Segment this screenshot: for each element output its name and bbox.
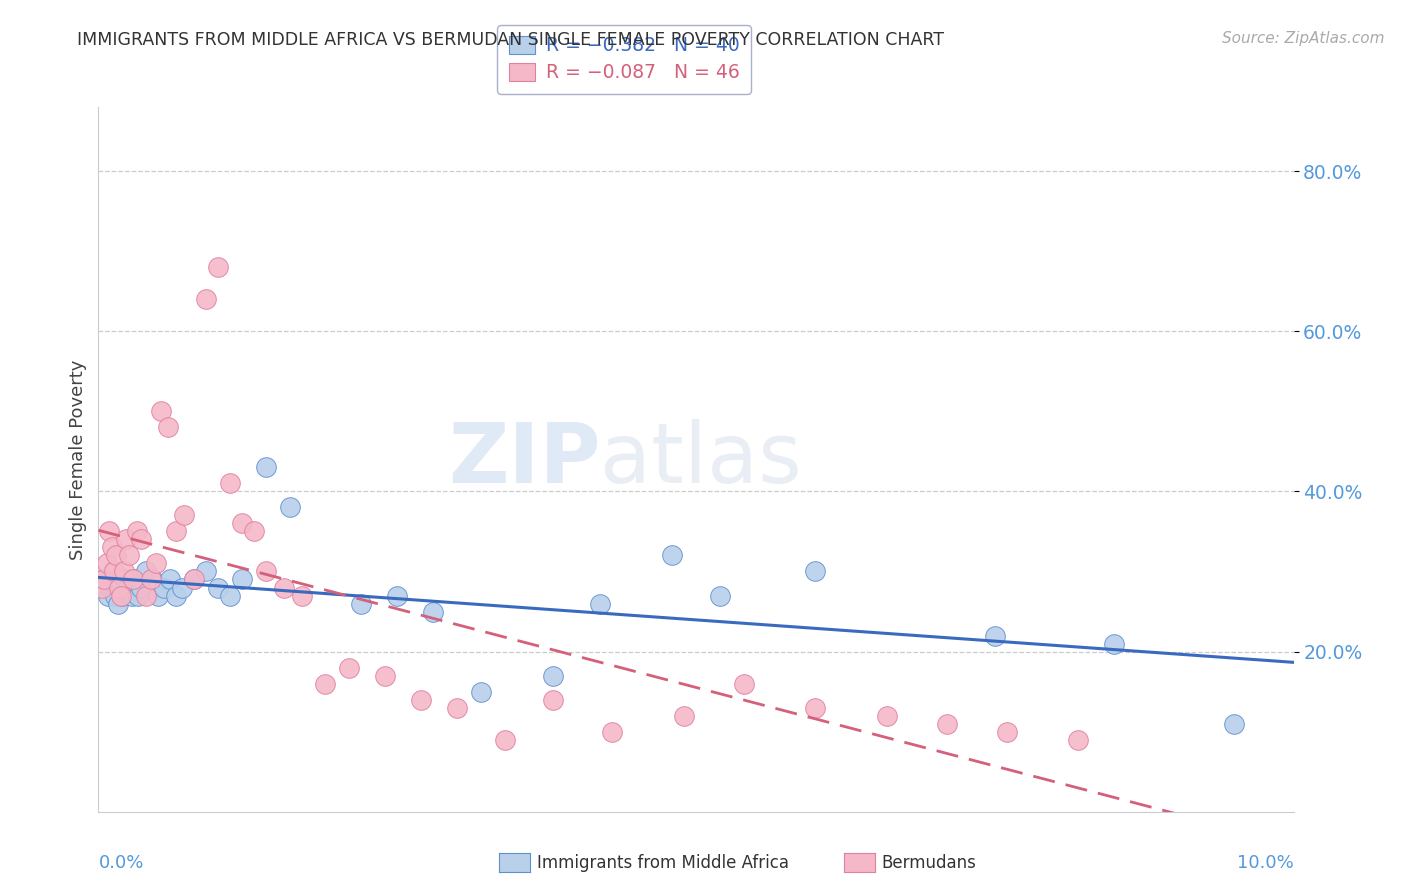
Text: ZIP: ZIP — [449, 419, 600, 500]
Point — [107, 597, 129, 611]
Point — [91, 581, 114, 595]
Point — [661, 549, 683, 563]
Point — [374, 668, 396, 682]
Point — [936, 716, 959, 731]
Point — [107, 581, 129, 595]
Point — [541, 692, 564, 706]
Point — [876, 708, 898, 723]
Text: Bermudans: Bermudans — [882, 854, 976, 871]
Point — [135, 565, 157, 579]
Point — [121, 589, 143, 603]
Point — [602, 724, 624, 739]
Point — [411, 692, 433, 706]
Point — [254, 460, 277, 475]
Point — [105, 549, 128, 563]
Text: 0.0%: 0.0% — [98, 854, 143, 872]
Point — [111, 589, 134, 603]
Point — [1104, 636, 1126, 650]
Point — [104, 589, 127, 603]
Point — [139, 573, 162, 587]
Point — [145, 557, 167, 571]
Point — [165, 589, 187, 603]
Point — [339, 660, 361, 674]
Point — [135, 589, 157, 603]
Point — [98, 524, 121, 539]
Point — [101, 565, 124, 579]
Point — [117, 581, 139, 595]
Point — [219, 589, 242, 603]
Point — [183, 573, 205, 587]
Point — [141, 573, 163, 587]
Point — [93, 573, 115, 587]
Point — [804, 700, 827, 714]
Point — [118, 549, 141, 563]
Point — [494, 732, 516, 747]
Y-axis label: Single Female Poverty: Single Female Poverty — [69, 359, 87, 559]
Point — [149, 404, 172, 418]
Point — [100, 541, 122, 555]
Point — [110, 589, 132, 603]
Point — [589, 597, 612, 611]
Text: 10.0%: 10.0% — [1237, 854, 1294, 872]
Text: IMMIGRANTS FROM MIDDLE AFRICA VS BERMUDAN SINGLE FEMALE POVERTY CORRELATION CHAR: IMMIGRANTS FROM MIDDLE AFRICA VS BERMUDA… — [77, 31, 945, 49]
Point — [96, 557, 118, 571]
Point — [115, 533, 138, 547]
Point — [153, 581, 176, 595]
Point — [278, 500, 301, 515]
Point — [254, 565, 277, 579]
Point — [122, 573, 145, 587]
Point — [98, 581, 122, 595]
Point — [112, 565, 135, 579]
Point — [995, 724, 1018, 739]
Point — [114, 573, 136, 587]
Point — [291, 589, 314, 603]
Point — [131, 533, 153, 547]
Point — [93, 573, 115, 587]
Point — [127, 589, 149, 603]
Point — [97, 589, 120, 603]
Point — [350, 597, 373, 611]
Point — [541, 668, 564, 682]
Point — [709, 589, 731, 603]
Point — [804, 565, 827, 579]
Point — [125, 524, 148, 539]
Point — [219, 476, 242, 491]
Point — [231, 573, 253, 587]
Point — [446, 700, 468, 714]
Point — [984, 628, 1007, 642]
Point — [733, 676, 755, 690]
Point — [195, 292, 218, 306]
Point — [148, 589, 170, 603]
Point — [470, 684, 492, 698]
Point — [124, 573, 146, 587]
Point — [1223, 716, 1246, 731]
Text: atlas: atlas — [600, 419, 801, 500]
Point — [673, 708, 696, 723]
Point — [108, 581, 131, 595]
Point — [422, 605, 444, 619]
Point — [207, 581, 229, 595]
Point — [173, 508, 195, 523]
Point — [165, 524, 187, 539]
Text: Immigrants from Middle Africa: Immigrants from Middle Africa — [537, 854, 789, 871]
Point — [273, 581, 295, 595]
Point — [131, 581, 153, 595]
Point — [103, 565, 125, 579]
Point — [183, 573, 205, 587]
Point — [243, 524, 266, 539]
Point — [159, 573, 181, 587]
Point — [172, 581, 194, 595]
Point — [385, 589, 409, 603]
Point — [1067, 732, 1090, 747]
Point — [231, 516, 253, 531]
Point — [207, 260, 229, 275]
Legend: R = −0.382   N = 40, R = −0.087   N = 46: R = −0.382 N = 40, R = −0.087 N = 46 — [498, 25, 751, 94]
Point — [195, 565, 218, 579]
Point — [315, 676, 337, 690]
Text: Source: ZipAtlas.com: Source: ZipAtlas.com — [1222, 31, 1385, 46]
Point — [156, 420, 179, 434]
